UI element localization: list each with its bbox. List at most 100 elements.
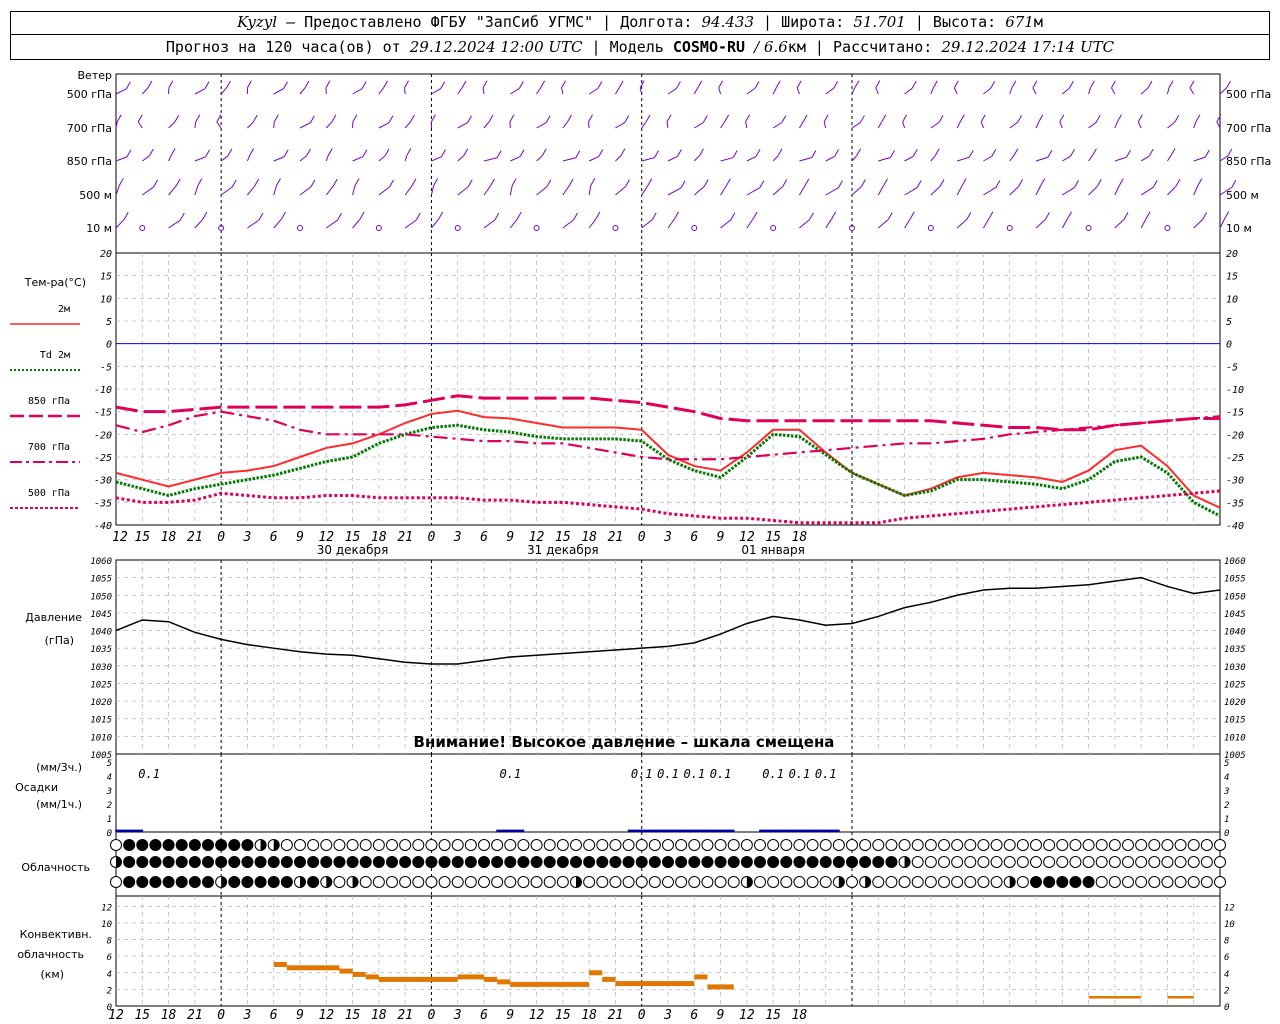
- pressure-line: [115, 576, 1221, 665]
- temp-legend-text: 2м: [58, 304, 70, 315]
- convective-cloud-bar: [300, 965, 340, 971]
- wind-level-label-right: 500 м: [1226, 189, 1259, 202]
- cloud-cover-circle-filled: [162, 876, 175, 888]
- wind-barb-feather: [415, 212, 421, 221]
- model-resolution: / 6.6: [754, 38, 788, 56]
- time-tick-label: 12: [112, 530, 128, 545]
- temp-tick-left: -10: [94, 385, 112, 396]
- wind-barb: [510, 156, 521, 162]
- wind-barb-feather: [494, 212, 500, 221]
- time-tick-label: 18: [581, 530, 597, 545]
- wind-barb-feather: [988, 211, 994, 219]
- wind-barb-feather: [1226, 80, 1231, 89]
- wind-barb-feather: [1137, 114, 1143, 123]
- wind-barb-feather: [1090, 80, 1095, 88]
- wind-barb: [877, 185, 884, 196]
- wind-barb-feather: [433, 178, 439, 186]
- wind-barb: [639, 87, 643, 95]
- wind-barb: [1062, 186, 1075, 196]
- wind-barb: [115, 185, 120, 196]
- wind-barb-feather: [541, 148, 547, 157]
- wind-barb: [536, 155, 543, 162]
- wind-barb: [904, 218, 911, 229]
- precip-bar: [115, 829, 144, 832]
- calculated-time: 29.12.2024 17:14 UTC: [941, 38, 1115, 56]
- wind-barb: [115, 88, 127, 95]
- wind-barb: [1193, 121, 1197, 129]
- wind-barb-feather: [1118, 178, 1124, 186]
- wind-barb-feather: [1231, 180, 1237, 188]
- wind-barb: [378, 155, 386, 162]
- wind-level-label: 850 гПа: [67, 155, 112, 168]
- wind-barb: [1167, 185, 1177, 196]
- time-tick-label-bottom: 15: [765, 1008, 781, 1023]
- wind-barb-feather: [388, 115, 394, 124]
- cloud-cover-circle-clear: [583, 876, 596, 888]
- precip-annotation: 0.1: [138, 767, 160, 781]
- cloud-cover-circle-clear: [846, 876, 858, 888]
- wind-barb: [1193, 218, 1204, 229]
- wind-barb-feather: [306, 148, 311, 157]
- wind-barb: [510, 88, 520, 95]
- cloud-cover-circle-clear: [990, 876, 1003, 888]
- wind-barb: [1061, 87, 1070, 95]
- cloud-cover-circle-clear: [1187, 876, 1200, 888]
- cloud-cover-circle-clear: [964, 839, 977, 851]
- cloud-cover-circle-clear: [806, 876, 819, 888]
- temp-tick-left: 0: [106, 340, 112, 351]
- cloud-cover-circle-clear: [110, 876, 122, 888]
- wind-barb: [1088, 185, 1098, 196]
- precip-bar: [811, 829, 840, 832]
- cloud-cover-circle-clear: [648, 839, 661, 851]
- temp-series-line: [115, 409, 1221, 509]
- wind-barb: [953, 87, 958, 95]
- cloud-cover-circle-filled: [241, 876, 254, 888]
- time-tick-label-bottom: 21: [397, 1008, 413, 1023]
- cloud-cover-circle-filled: [859, 856, 872, 868]
- wind-barb: [641, 121, 647, 129]
- pressure-tick-right: 1030: [1224, 663, 1246, 673]
- time-tick-label: 3: [663, 530, 672, 545]
- cloud-cover-circle-filled: [254, 856, 267, 868]
- conv-unit-label: (км): [40, 968, 64, 981]
- cloud-cover-circle-filled: [123, 876, 136, 888]
- wind-barb-feather: [304, 80, 310, 89]
- cloud-cover-circle-filled: [504, 856, 517, 868]
- wind-barb-feather: [1174, 114, 1180, 123]
- cloud-cover-fill: [260, 839, 267, 851]
- wind-barb-feather: [573, 212, 578, 221]
- wind-barb-feather: [1095, 115, 1101, 123]
- wind-barb: [1114, 185, 1120, 196]
- wind-barb: [1035, 219, 1046, 229]
- cloud-cover-circle-clear: [556, 876, 569, 888]
- wind-barb-feather: [195, 114, 201, 122]
- cloud-cover-circle-clear: [951, 856, 964, 868]
- wind-barb: [851, 87, 856, 95]
- precip-tick-left: 5: [107, 759, 112, 769]
- wind-barb: [799, 156, 812, 162]
- wind-barb: [247, 121, 254, 129]
- cloud-cover-circle-filled: [241, 839, 254, 851]
- cloud-cover-circle-filled: [149, 839, 162, 851]
- precip-bar: [706, 829, 735, 832]
- cloud-cover-circle-clear: [372, 876, 385, 888]
- cloud-cover-circle-clear: [1148, 856, 1161, 868]
- time-tick-label-bottom: 9: [506, 1008, 514, 1023]
- wind-barb: [194, 121, 197, 129]
- time-tick-label: 9: [296, 530, 304, 545]
- wind-barb: [983, 187, 997, 196]
- convective-cloud-bar: [286, 965, 300, 971]
- wind-barb-feather: [912, 149, 918, 157]
- cloud-cover-circle-clear: [1187, 839, 1200, 851]
- wind-barb-feather: [1148, 148, 1154, 157]
- wind-barb: [194, 156, 206, 162]
- model-label: | Модель: [591, 38, 664, 56]
- cloud-cover-circle-clear: [1056, 856, 1069, 868]
- cloud-cover-circle-filled: [491, 856, 504, 868]
- wind-barb: [1167, 155, 1172, 162]
- wind-barb: [562, 185, 570, 196]
- cloud-cover-circle-clear: [1082, 856, 1095, 868]
- wind-barb-feather: [1040, 178, 1046, 186]
- cloud-cover-circle-clear: [911, 856, 924, 868]
- wind-barb-feather: [1110, 80, 1116, 89]
